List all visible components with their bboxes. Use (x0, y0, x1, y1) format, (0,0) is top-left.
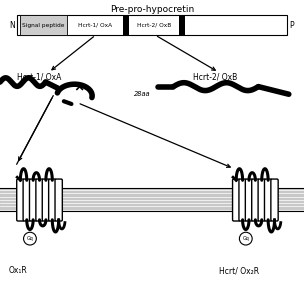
Bar (17, 15, 287, 35)
FancyBboxPatch shape (233, 179, 240, 221)
FancyBboxPatch shape (239, 179, 246, 221)
Text: Hcrt-1/ OxA: Hcrt-1/ OxA (17, 73, 61, 82)
Text: Hcrt-2/ OxB: Hcrt-2/ OxB (193, 73, 237, 82)
FancyBboxPatch shape (49, 179, 56, 221)
Circle shape (24, 232, 36, 245)
Text: Hcrt-2/ OxB: Hcrt-2/ OxB (137, 22, 171, 28)
FancyBboxPatch shape (55, 179, 62, 221)
FancyBboxPatch shape (258, 179, 265, 221)
FancyBboxPatch shape (17, 179, 24, 221)
Bar (179, 15, 185, 35)
Text: P: P (289, 21, 294, 29)
FancyBboxPatch shape (29, 179, 37, 221)
FancyBboxPatch shape (252, 179, 259, 221)
Bar (123, 15, 129, 35)
FancyBboxPatch shape (36, 179, 43, 221)
Text: Ox₁R: Ox₁R (9, 266, 28, 275)
Text: Hcrt-1/ OxA: Hcrt-1/ OxA (78, 22, 112, 28)
FancyBboxPatch shape (23, 179, 30, 221)
Bar (0, 188, 304, 211)
Text: Signal peptide: Signal peptide (22, 22, 64, 28)
Text: N: N (9, 21, 15, 29)
Text: Pre-pro-hypocretin: Pre-pro-hypocretin (110, 5, 194, 14)
Bar (20, 15, 67, 35)
Text: Hcrt/ Ox₂R: Hcrt/ Ox₂R (219, 266, 259, 275)
Circle shape (239, 232, 252, 245)
FancyBboxPatch shape (264, 179, 272, 221)
Text: 28aa: 28aa (134, 91, 150, 97)
Text: Gq: Gq (26, 236, 33, 241)
Text: Gq: Gq (242, 236, 249, 241)
FancyBboxPatch shape (271, 179, 278, 221)
FancyBboxPatch shape (245, 179, 253, 221)
FancyBboxPatch shape (42, 179, 50, 221)
